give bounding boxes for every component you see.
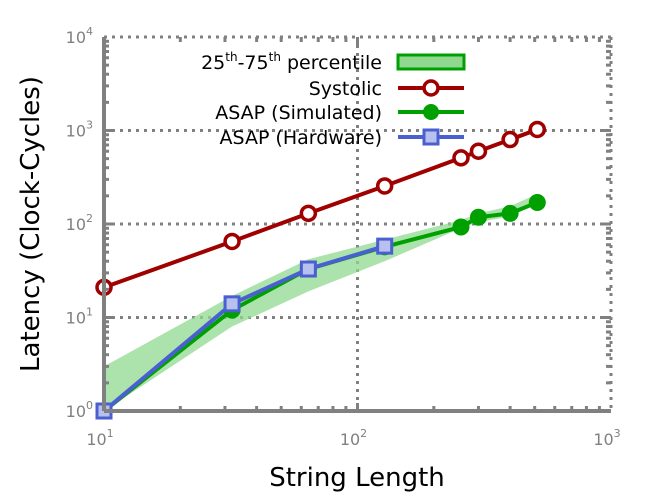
legend-label: ASAP (Simulated) (215, 102, 382, 124)
y-axis-title: Latency (Clock-Cycles) (16, 76, 46, 372)
legend-label-sup: th (269, 50, 281, 64)
legend-marker (422, 79, 440, 97)
y-tick-label: 102 (66, 212, 93, 234)
y-tick-exponent: 3 (86, 119, 93, 132)
series-line (102, 200, 539, 413)
series-point (223, 295, 241, 313)
series-point (501, 130, 519, 149)
x-tick-base: 10 (86, 430, 106, 449)
x-tick-label: 103 (593, 427, 620, 449)
y-tick-base: 10 (66, 309, 86, 328)
legend-label-part: -75 (238, 52, 269, 74)
y-tick-exponent: 1 (86, 306, 93, 319)
y-tick-base: 10 (66, 215, 86, 234)
series-point (469, 142, 488, 160)
x-tick-label: 101 (86, 427, 113, 449)
series-point (528, 120, 547, 139)
series-point (223, 232, 241, 251)
x-axis-title: String Length (269, 463, 445, 493)
y-tick-base: 10 (66, 122, 86, 141)
legend-marker (423, 104, 439, 120)
series-lines (95, 120, 547, 420)
legend-label-part: percentile (281, 52, 382, 74)
legend-label-part: 25 (201, 52, 225, 74)
legend-marker (422, 128, 440, 146)
y-tick-exponent: 2 (86, 212, 93, 225)
percentile-band-area (104, 193, 538, 411)
legend-label: 25th-75th percentile (201, 50, 382, 74)
series-line (102, 244, 386, 413)
legend-label: Systolic (309, 78, 382, 100)
series-point (376, 237, 394, 255)
series-point (528, 193, 546, 211)
y-tick-exponent: 4 (86, 25, 93, 38)
y-tick-label: 103 (66, 119, 93, 141)
y-tick-label: 104 (66, 25, 93, 47)
series-point (299, 204, 318, 223)
y-tick-base: 10 (66, 28, 86, 47)
y-tick-label: 100 (66, 399, 93, 421)
x-tick-base: 10 (340, 430, 360, 449)
x-tick-exponent: 2 (360, 427, 367, 440)
y-tick-exponent: 0 (86, 399, 93, 412)
x-tick-exponent: 3 (614, 427, 621, 440)
series-point (299, 260, 317, 278)
series-point (501, 204, 519, 222)
x-tick-label: 102 (340, 427, 367, 449)
series-point (452, 149, 470, 167)
legend-label: ASAP (Hardware) (220, 127, 382, 149)
series-point (375, 177, 394, 195)
legend-swatch (396, 53, 466, 71)
series-point (452, 218, 470, 236)
series-point (469, 208, 487, 226)
x-tick-exponent: 1 (107, 427, 114, 440)
percentile-band (104, 193, 538, 411)
legend-label-sup: th (225, 50, 237, 64)
plot-frame (102, 37, 611, 413)
x-tick-base: 10 (593, 430, 613, 449)
y-tick-base: 10 (66, 402, 86, 421)
y-tick-label: 101 (66, 306, 93, 328)
